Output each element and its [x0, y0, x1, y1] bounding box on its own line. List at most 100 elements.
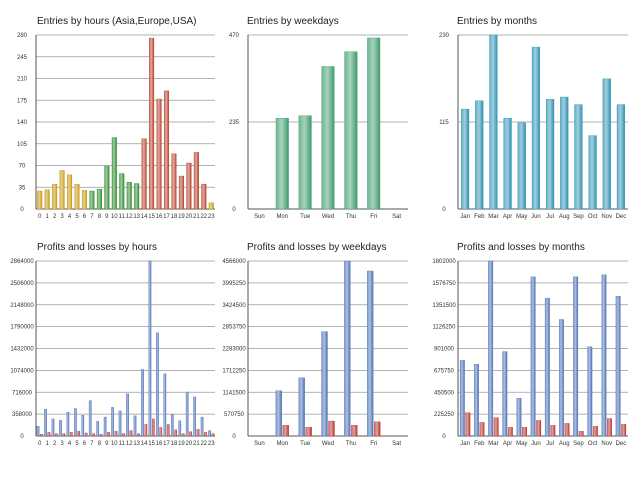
bar [170, 414, 174, 437]
bar [564, 423, 570, 437]
panel-entries-by-weekdays: Entries by weekdays 0 235 470 Sun Mon Tue Wed T… [229, 16, 408, 220]
x-tick-label: 13 [133, 214, 140, 220]
y-tick-label: 2864000 [10, 259, 34, 265]
x-tick-label: 3 [60, 441, 64, 447]
bar [37, 190, 43, 210]
x-tick-label: Sat [392, 441, 401, 447]
x-tick-label: 19 [178, 441, 185, 447]
bar [374, 421, 381, 437]
x-tick-label: Sun [254, 214, 265, 220]
y-tick-label: 115 [439, 120, 449, 126]
x-tick-label: 6 [83, 441, 87, 447]
x-tick-label: 12 [126, 214, 133, 220]
x-tick-label: 3 [60, 214, 64, 220]
bar [211, 433, 215, 437]
bar [44, 408, 47, 437]
bar [159, 427, 163, 437]
y-tick-label: 1126250 [433, 325, 457, 331]
bar [36, 426, 40, 437]
bar [44, 189, 50, 210]
bar [81, 190, 87, 210]
bar [544, 297, 550, 437]
panel-pnl-by-months: Profits and losses by months 0 225250 4505… [432, 242, 628, 447]
bar [69, 432, 73, 437]
x-tick-label: Mar [488, 214, 498, 220]
y-tick-label: 0 [232, 434, 236, 440]
bar [200, 416, 204, 437]
bar [89, 190, 95, 210]
y-tick-label: 2506000 [10, 281, 34, 287]
bar [550, 425, 556, 437]
x-tick-label: May [516, 214, 527, 220]
y-tick-label: 1351500 [432, 303, 456, 309]
bar [77, 430, 81, 437]
x-tick-label: Sun [254, 441, 265, 447]
y-tick-label: 1790000 [10, 325, 34, 331]
y-tick-label: 2148000 [10, 303, 34, 309]
bar [367, 37, 381, 210]
bar [344, 260, 351, 437]
x-tick-label: Jun [531, 214, 541, 220]
bar [186, 162, 192, 210]
bar [47, 432, 51, 437]
x-tick-label: Fri [370, 214, 377, 220]
x-tick-label: 23 [208, 441, 215, 447]
bar [616, 104, 626, 210]
x-tick-label: Apr [503, 441, 512, 447]
bar [144, 424, 148, 437]
x-tick-label: Tue [300, 441, 311, 447]
bar [92, 433, 95, 437]
x-tick-label: 13 [133, 441, 140, 447]
y-tick-label: 675750 [434, 368, 455, 374]
chart-title: Profits and losses by hours [37, 242, 157, 253]
bar [104, 165, 110, 210]
bar [367, 270, 374, 437]
y-tick-label: 450500 [434, 390, 455, 396]
bar [84, 432, 88, 437]
bar [185, 391, 189, 437]
bar [133, 415, 137, 437]
x-tick-label: 23 [208, 214, 215, 220]
y-tick-label: 105 [17, 142, 28, 148]
bar [141, 138, 147, 210]
bar [54, 433, 58, 437]
bar [530, 276, 536, 437]
bar [119, 173, 125, 210]
x-tick-label: 15 [148, 214, 155, 220]
x-tick-label: Fri [370, 441, 377, 447]
x-tick-label: Thu [346, 441, 356, 447]
bar [181, 433, 185, 437]
bar [488, 260, 494, 437]
bar [298, 115, 312, 210]
y-tick-label: 1141500 [223, 390, 247, 396]
y-tick-label: 245 [17, 55, 28, 61]
x-tick-label: 15 [148, 441, 155, 447]
bar [601, 274, 607, 437]
bar [493, 417, 499, 437]
y-tick-label: 235 [229, 120, 240, 126]
bar [573, 276, 579, 437]
y-tick-label: 2853750 [222, 325, 246, 331]
bar [536, 420, 542, 437]
x-tick-label: Dec [616, 214, 627, 220]
y-tick-label: 1432000 [10, 347, 34, 353]
bar [166, 424, 170, 437]
bar [592, 426, 598, 437]
bar [59, 419, 62, 437]
y-tick-label: 0 [232, 207, 236, 213]
bar [522, 427, 527, 437]
bar [134, 183, 140, 210]
bar [149, 37, 155, 210]
bar [151, 418, 155, 437]
y-tick-label: 1576750 [432, 281, 456, 287]
panel-entries-by-months: Entries by months 0 115 230 Jan Feb Mar Apr May… [439, 16, 628, 220]
bar [59, 170, 65, 210]
bar [204, 432, 207, 437]
y-tick-label: 470 [229, 33, 240, 39]
x-tick-label: 2 [53, 441, 57, 447]
bar [51, 418, 55, 437]
bar [111, 407, 114, 437]
bar [111, 137, 117, 210]
y-tick-label: 210 [17, 77, 28, 83]
